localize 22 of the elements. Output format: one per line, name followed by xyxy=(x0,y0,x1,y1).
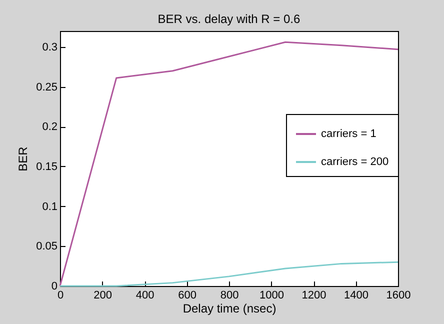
y-tick-label: 0.05 xyxy=(36,240,58,253)
legend-label: carriers = 200 xyxy=(321,156,389,168)
x-tick-label: 1600 xyxy=(386,290,411,302)
line-series xyxy=(59,261,399,287)
y-tick-label: 0.2 xyxy=(42,121,58,134)
x-tick-label: 400 xyxy=(136,290,154,302)
x-tick-label: 800 xyxy=(220,290,239,302)
legend-label: carriers = 1 xyxy=(321,128,376,140)
x-tick-label: 1200 xyxy=(302,290,326,302)
x-tick-label: 1000 xyxy=(260,290,284,302)
chart-title: BER vs. delay with R = 0.6 xyxy=(158,12,301,26)
line-series xyxy=(59,41,399,287)
y-tick-label: 0.15 xyxy=(36,160,58,173)
x-tick-label: 600 xyxy=(178,290,196,302)
y-tick-label: 0.3 xyxy=(42,41,58,54)
y-tick-label: 0.1 xyxy=(42,200,58,213)
x-tick-label: 200 xyxy=(94,290,112,302)
x-axis-title: Delay time (nsec) xyxy=(182,302,276,316)
y-axis-title: BER xyxy=(16,146,30,172)
y-tick-label: 0.25 xyxy=(36,81,58,94)
x-tick-label: 1400 xyxy=(344,290,368,302)
y-tick-label: 0 xyxy=(51,280,58,292)
